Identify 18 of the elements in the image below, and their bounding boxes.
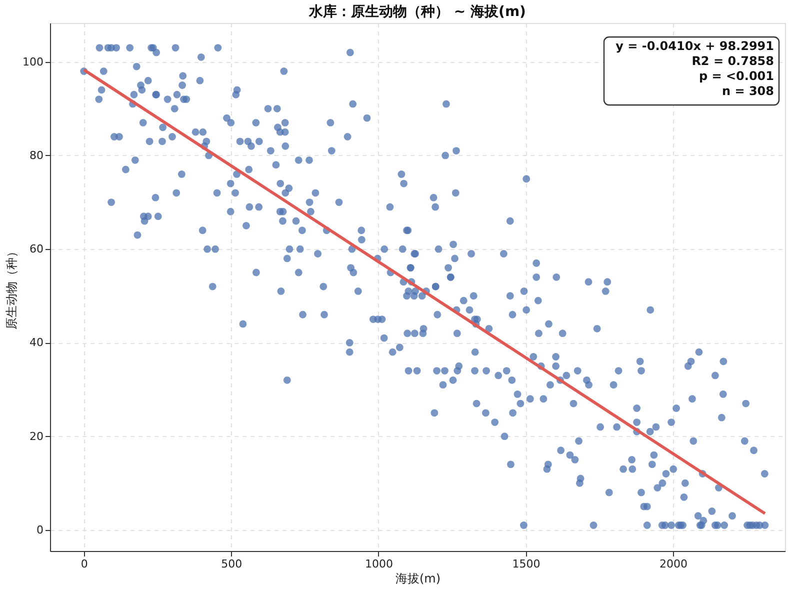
x-tick-label: 1000 <box>364 558 393 570</box>
x-tick-label: 500 <box>221 558 242 570</box>
x-tick-label: 1500 <box>512 558 540 570</box>
annotation: y = -0.0410x + 98.2991 <box>616 39 774 53</box>
annotation: p = <0.001 <box>698 69 774 83</box>
annotation: n = 308 <box>722 84 774 98</box>
y-tick-label: 40 <box>30 336 44 350</box>
x-tick-label: 2000 <box>660 558 688 570</box>
y-axis-title: 原生动物（种） <box>4 246 19 330</box>
x-axis-title: 海拔(m) <box>395 572 441 586</box>
chart-title: 水库：原生动物（种） ~ 海拔(m) <box>308 3 526 20</box>
y-tick-label: 20 <box>30 430 44 443</box>
y-tick-label: 60 <box>30 242 44 256</box>
y-tick-label: 80 <box>30 148 44 162</box>
y-tick-label: 0 <box>36 523 44 536</box>
annotation: R2 = 0.7858 <box>692 54 774 68</box>
y-tick-label: 100 <box>22 55 44 68</box>
x-tick-label: 0 <box>80 558 88 570</box>
